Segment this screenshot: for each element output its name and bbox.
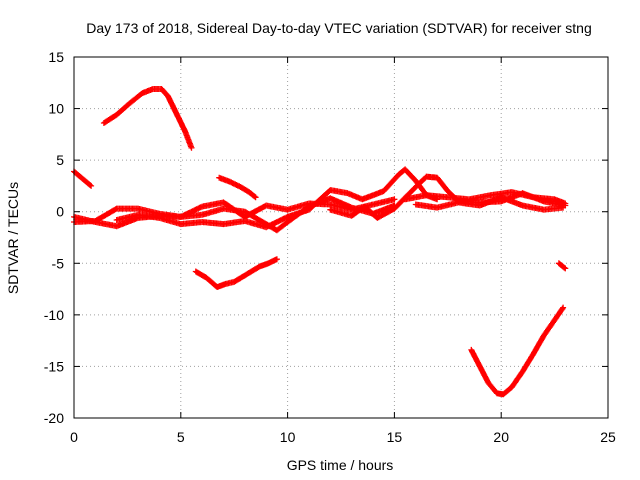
series-markers: [100, 86, 195, 151]
grid-lines: [74, 57, 608, 418]
y-tick-label: 10: [48, 101, 64, 117]
x-tick-label: 5: [177, 429, 185, 445]
y-tick-label: 5: [56, 152, 64, 168]
y-tick-label: 0: [56, 204, 64, 220]
y-tick-label: -10: [44, 307, 64, 323]
y-tick-label: -15: [44, 358, 64, 374]
series-markers: [113, 166, 441, 231]
series-arc-peak: [100, 86, 195, 151]
y-tick-label: 15: [48, 49, 64, 65]
axis-tick-labels: 0 5 10 15 20 25 15 10 5 0 -5 -10 -15 -20: [44, 49, 616, 445]
y-axis-label: SDTVAR / TECUs: [5, 182, 21, 294]
series-arc-mid-low: [192, 256, 280, 290]
series-markers: [216, 174, 259, 201]
data-points: [71, 86, 569, 398]
series-markers: [192, 256, 280, 290]
series-markers: [402, 189, 569, 207]
series-markers: [468, 304, 567, 398]
x-tick-label: 15: [387, 429, 403, 445]
series-arc-mid-high: [216, 174, 259, 201]
x-tick-label: 10: [280, 429, 296, 445]
series-arc-late-flat-2: [412, 194, 567, 213]
series-arc-baseline-c: [113, 166, 441, 231]
series-markers: [412, 194, 567, 213]
chart-title: Day 173 of 2018, Sidereal Day-to-day VTE…: [86, 20, 592, 36]
axis-ticks: [73, 56, 609, 419]
series-arc-end-low: [555, 260, 569, 272]
x-tick-label: 0: [70, 429, 78, 445]
x-tick-label: 20: [493, 429, 509, 445]
series-arc-late-flat: [402, 189, 569, 207]
x-tick-label: 25: [600, 429, 616, 445]
series-markers: [555, 260, 569, 272]
plot-frame: [73, 56, 609, 419]
y-tick-label: -5: [52, 255, 65, 271]
y-tick-label: -20: [44, 410, 64, 426]
series-arc-deep-dip: [468, 304, 567, 398]
x-axis-label: GPS time / hours: [287, 457, 394, 473]
